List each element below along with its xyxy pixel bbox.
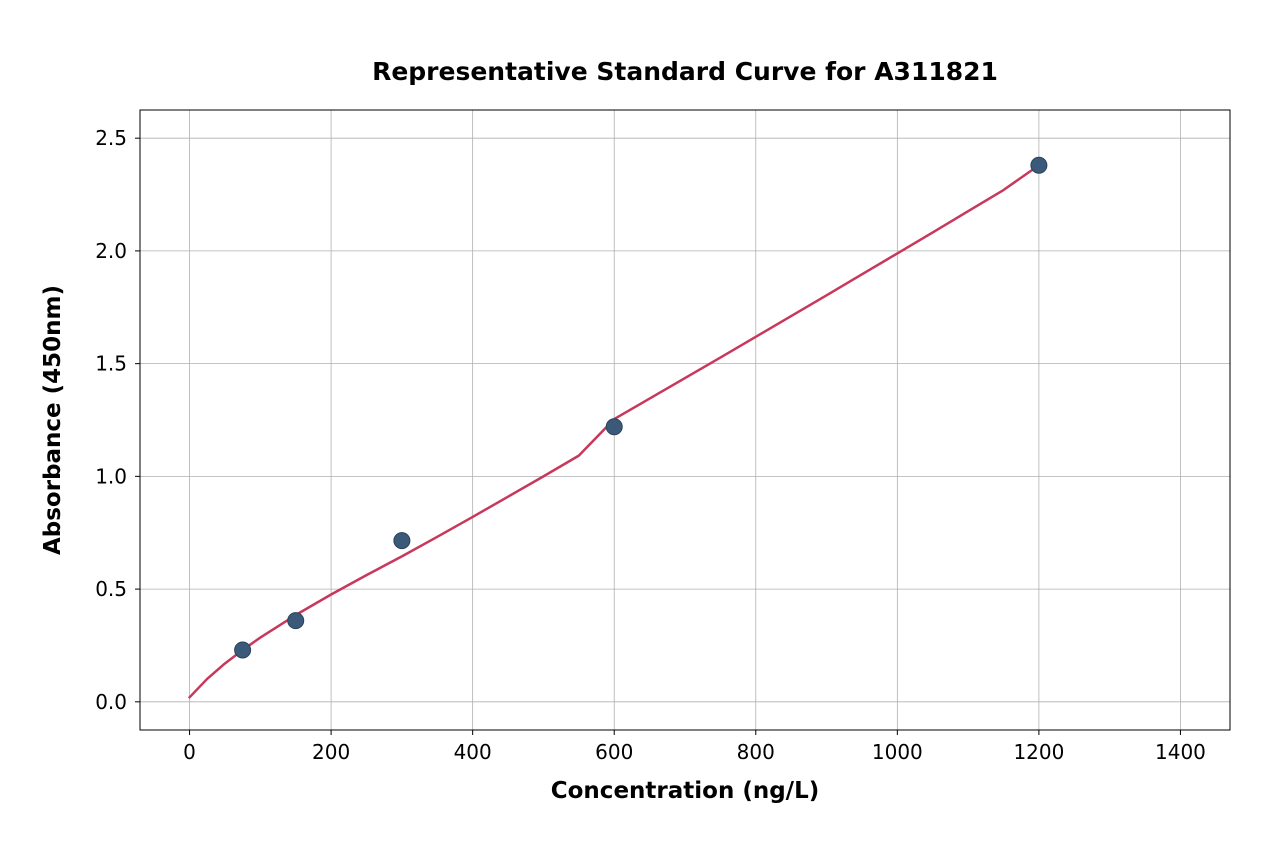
data-point xyxy=(1031,157,1047,173)
y-tick-label: 1.5 xyxy=(95,352,127,376)
data-point xyxy=(235,642,251,658)
y-tick-label: 0.5 xyxy=(95,577,127,601)
x-tick-label: 1000 xyxy=(872,740,923,764)
x-tick-label: 0 xyxy=(183,740,196,764)
x-tick-label: 200 xyxy=(312,740,350,764)
y-tick-label: 2.5 xyxy=(95,126,127,150)
chart-title: Representative Standard Curve for A31182… xyxy=(372,57,998,86)
y-axis-label: Absorbance (450nm) xyxy=(40,285,66,555)
data-point xyxy=(288,613,304,629)
x-tick-label: 1400 xyxy=(1155,740,1206,764)
x-tick-label: 600 xyxy=(595,740,633,764)
x-axis-label: Concentration (ng/L) xyxy=(551,778,820,804)
data-point xyxy=(394,533,410,549)
x-tick-label: 800 xyxy=(737,740,775,764)
y-tick-label: 1.0 xyxy=(95,464,127,488)
y-tick-label: 0.0 xyxy=(95,690,127,714)
x-tick-label: 400 xyxy=(454,740,492,764)
x-tick-label: 1200 xyxy=(1013,740,1064,764)
y-tick-label: 2.0 xyxy=(95,239,127,263)
standard-curve-chart: 0 200 400 600 800 1000 1200 1400 0.0 0.5 1.0 1.5 2.0… xyxy=(0,0,1280,845)
chart-container: 0 200 400 600 800 1000 1200 1400 0.0 0.5 1.0 1.5 2.0… xyxy=(0,0,1280,845)
plot-background xyxy=(140,110,1230,730)
data-point xyxy=(606,419,622,435)
